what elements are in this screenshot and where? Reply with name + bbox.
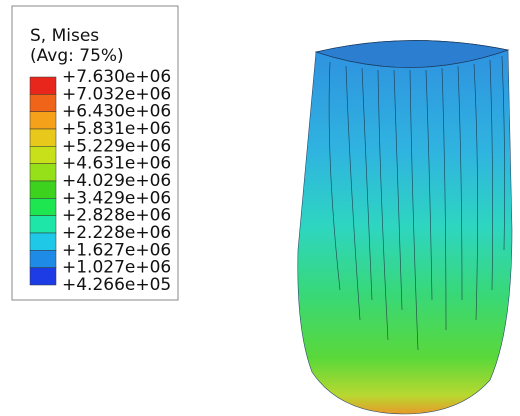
legend: +7.630e+06+7.032e+06+6.430e+06+5.831e+06… (30, 67, 171, 295)
legend-swatch (30, 268, 56, 285)
legend-swatch (30, 129, 56, 146)
legend-subtitle: (Avg: 75%) (30, 46, 124, 66)
legend-swatch (30, 146, 56, 163)
legend-swatch (30, 112, 56, 129)
legend-swatch (30, 233, 56, 250)
legend-swatch (30, 181, 56, 198)
model (298, 40, 512, 414)
legend-swatch (30, 164, 56, 181)
legend-swatch (30, 216, 56, 233)
legend-swatch (30, 198, 56, 215)
legend-swatch (30, 77, 56, 94)
legend-title: S, Mises (30, 26, 99, 46)
legend-swatch (30, 250, 56, 267)
legend-swatch (30, 94, 56, 111)
legend-label: +4.266e+05 (62, 275, 171, 295)
screenshot: S, Mises (Avg: 75%) +7.630e+06+7.032e+06… (0, 0, 520, 416)
